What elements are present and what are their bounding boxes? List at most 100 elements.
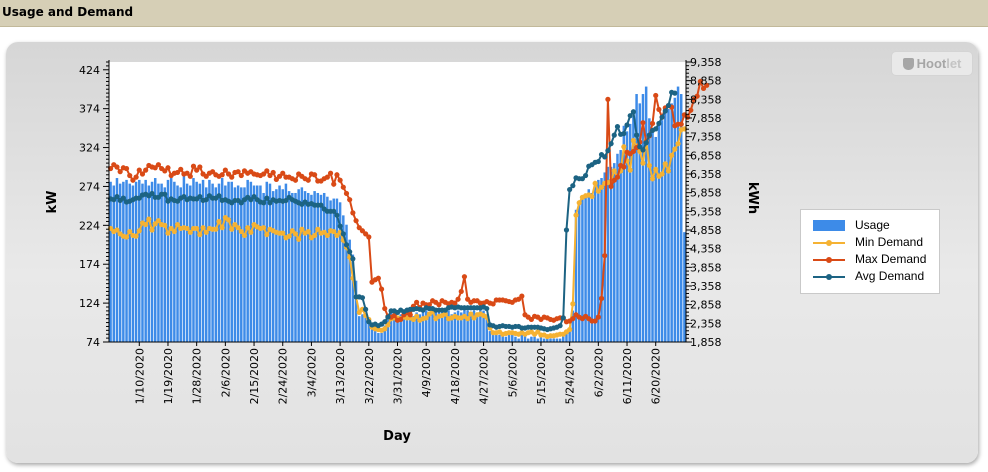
avg-demand-point[interactable] [557, 323, 563, 329]
max-demand-point[interactable] [178, 166, 184, 172]
max-demand-point[interactable] [436, 302, 442, 308]
usage-bar[interactable] [450, 314, 453, 342]
min-demand-point[interactable] [410, 316, 417, 323]
avg-demand-point[interactable] [114, 193, 120, 200]
usage-bar[interactable] [609, 166, 613, 342]
min-demand-point[interactable] [229, 226, 235, 232]
usage-bar[interactable] [157, 183, 160, 342]
max-demand-point[interactable] [238, 172, 244, 179]
usage-bar[interactable] [249, 181, 253, 342]
min-demand-point[interactable] [598, 184, 605, 190]
usage-bar[interactable] [657, 123, 661, 343]
max-demand-point[interactable] [391, 312, 397, 319]
usage-bar[interactable] [440, 312, 444, 342]
max-demand-point[interactable] [608, 183, 614, 190]
usage-bar[interactable] [386, 319, 390, 342]
avg-demand-point[interactable] [614, 123, 621, 130]
usage-bar[interactable] [568, 331, 571, 342]
usage-bar[interactable] [613, 163, 616, 342]
usage-bar[interactable] [370, 329, 374, 342]
usage-bar[interactable] [622, 125, 626, 343]
usage-bar[interactable] [463, 308, 466, 342]
avg-demand-point[interactable] [484, 305, 490, 312]
usage-bar[interactable] [230, 181, 233, 342]
usage-bar[interactable] [424, 310, 428, 342]
usage-bar[interactable] [405, 314, 409, 342]
usage-bar[interactable] [507, 332, 511, 342]
avg-demand-point[interactable] [120, 195, 126, 201]
min-demand-point[interactable] [305, 228, 311, 235]
min-demand-point[interactable] [289, 228, 295, 234]
usage-bar[interactable] [169, 178, 173, 342]
usage-bar[interactable] [278, 185, 281, 343]
avg-demand-point[interactable] [238, 200, 244, 206]
max-demand-point[interactable] [570, 316, 576, 322]
usage-bar[interactable] [310, 194, 313, 342]
avg-demand-point[interactable] [359, 295, 366, 301]
max-demand-point[interactable] [490, 301, 496, 307]
max-demand-point[interactable] [653, 92, 659, 99]
usage-bar[interactable] [428, 312, 431, 342]
usage-bar[interactable] [303, 191, 307, 342]
usage-bar[interactable] [511, 334, 514, 342]
usage-bar[interactable] [214, 187, 218, 342]
min-demand-point[interactable] [136, 228, 142, 234]
max-demand-point[interactable] [222, 167, 228, 173]
min-demand-point[interactable] [216, 218, 222, 225]
avg-demand-point[interactable] [174, 198, 181, 204]
avg-demand-point[interactable] [611, 132, 617, 138]
max-demand-point[interactable] [197, 164, 203, 170]
avg-demand-point[interactable] [331, 208, 337, 214]
usage-bar[interactable] [520, 334, 524, 342]
max-demand-point[interactable] [375, 275, 381, 281]
max-demand-point[interactable] [649, 120, 656, 127]
min-demand-point[interactable] [627, 167, 633, 173]
max-demand-point[interactable] [630, 148, 637, 155]
usage-bar[interactable] [536, 338, 540, 342]
usage-bar[interactable] [412, 316, 415, 342]
avg-demand-point[interactable] [337, 223, 343, 229]
max-demand-point[interactable] [190, 163, 197, 169]
max-demand-point[interactable] [229, 174, 235, 180]
max-demand-point[interactable] [602, 253, 608, 259]
usage-bar[interactable] [182, 176, 186, 342]
usage-bar[interactable] [396, 316, 399, 342]
usage-bar[interactable] [526, 338, 530, 342]
usage-bar[interactable] [676, 86, 680, 342]
usage-bar[interactable] [641, 94, 645, 342]
usage-bar[interactable] [495, 331, 498, 342]
max-demand-point[interactable] [337, 177, 343, 183]
usage-bar[interactable] [638, 103, 642, 343]
max-demand-point[interactable] [465, 296, 471, 302]
usage-bar[interactable] [667, 108, 670, 342]
avg-demand-point[interactable] [672, 90, 678, 96]
usage-bar[interactable] [198, 183, 202, 342]
max-demand-point[interactable] [270, 169, 276, 176]
min-demand-point[interactable] [133, 233, 139, 239]
usage-bar[interactable] [153, 178, 157, 342]
max-demand-point[interactable] [136, 167, 142, 173]
max-demand-point[interactable] [595, 314, 601, 320]
avg-demand-point[interactable] [318, 202, 324, 208]
max-demand-point[interactable] [210, 169, 216, 175]
max-demand-point[interactable] [162, 168, 168, 174]
usage-bar[interactable] [501, 332, 504, 342]
usage-bar[interactable] [444, 312, 447, 342]
usage-bar[interactable] [625, 131, 629, 342]
usage-bar[interactable] [447, 310, 450, 342]
min-demand-point[interactable] [235, 225, 241, 231]
usage-bar[interactable] [160, 183, 163, 342]
min-demand-point[interactable] [149, 227, 155, 233]
max-demand-point[interactable] [292, 177, 299, 183]
max-demand-point[interactable] [452, 300, 458, 306]
usage-bar[interactable] [201, 179, 205, 342]
usage-bar[interactable] [252, 185, 256, 343]
max-demand-point[interactable] [264, 168, 270, 174]
max-demand-point[interactable] [261, 171, 267, 177]
avg-demand-point[interactable] [608, 141, 614, 147]
usage-bar[interactable] [322, 192, 326, 342]
usage-bar[interactable] [488, 331, 492, 342]
avg-demand-point[interactable] [567, 186, 573, 193]
avg-demand-point[interactable] [251, 193, 257, 200]
min-demand-point[interactable] [465, 316, 471, 322]
